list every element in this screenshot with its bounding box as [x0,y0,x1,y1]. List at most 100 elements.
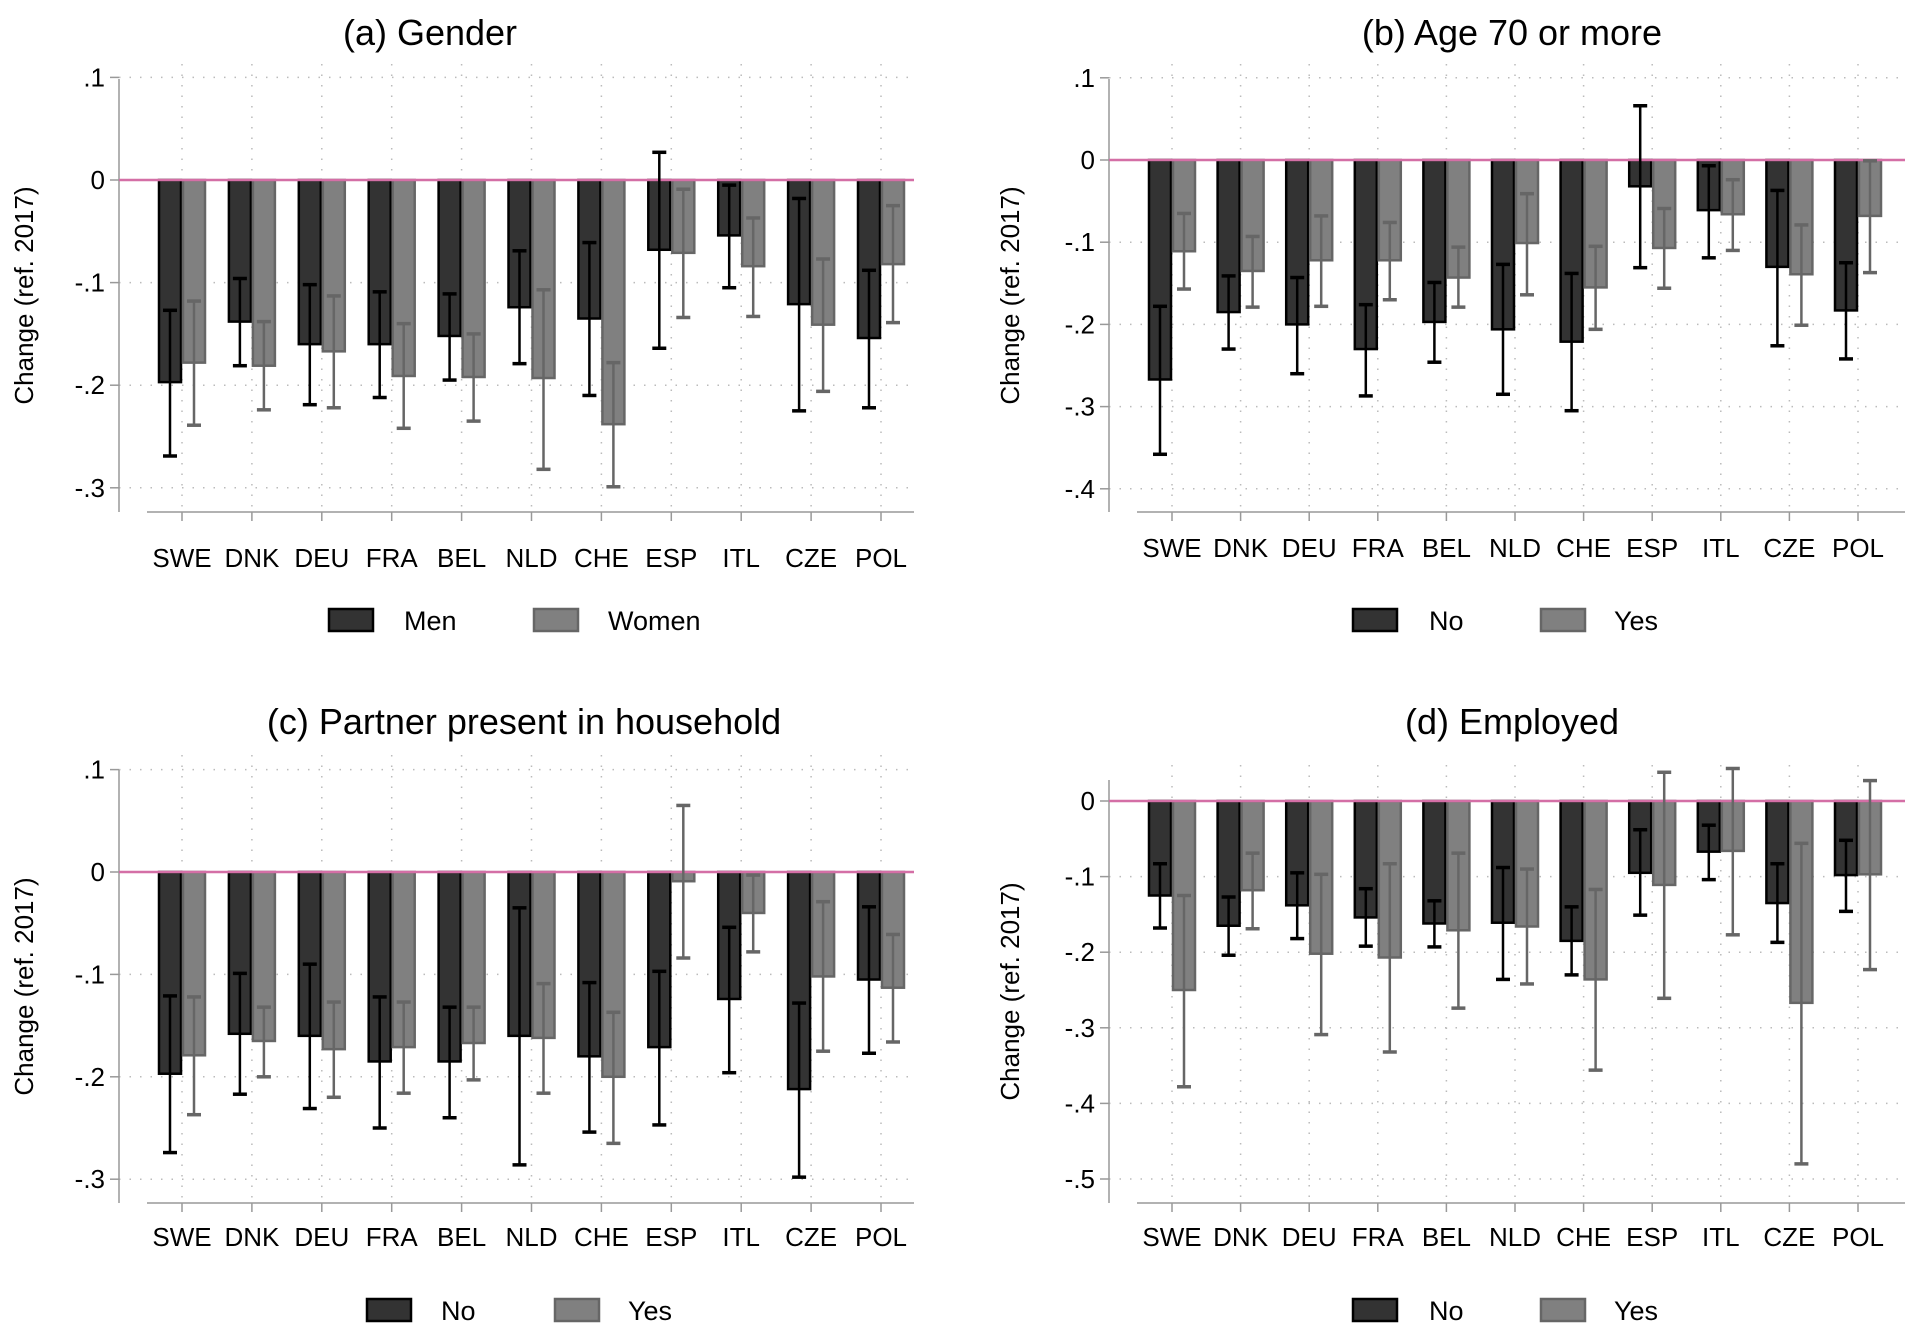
x-tick-label: POL [855,1222,907,1252]
y-tick-label: 0 [91,857,105,887]
legend-swatch [1539,607,1587,633]
x-tick-label: ITL [722,543,760,573]
x-tick-label: BEL [1422,1222,1471,1252]
x-tick-label: CZE [1763,533,1815,563]
x-tick-label: FRA [366,1222,419,1252]
x-tick-label: DNK [224,1222,280,1252]
panel-title: (d) Employed [1405,701,1619,742]
y-tick-label: -.1 [75,959,105,989]
x-tick-label: ESP [645,543,697,573]
y-tick-label: .1 [83,62,105,92]
x-tick-label: BEL [437,1222,486,1252]
panel-title: (b) Age 70 or more [1362,12,1662,53]
y-tick-label: -.3 [75,1164,105,1194]
y-tick-label: -.5 [1065,1164,1095,1194]
legend-swatch [553,1297,601,1323]
x-tick-label: DNK [224,543,280,573]
legend-swatch [1539,1297,1587,1323]
x-tick-label: CZE [785,543,837,573]
legend-swatch [1351,607,1399,633]
y-tick-label: -.1 [1065,227,1095,257]
x-tick-label: POL [855,543,907,573]
legend: Men Women [327,606,701,636]
x-tick-label: DEU [294,1222,349,1252]
y-tick-label: -.2 [75,1062,105,1092]
y-tick-label: -.3 [1065,392,1095,422]
x-tick-label: DNK [1213,1222,1269,1252]
x-tick-label: NLD [505,1222,557,1252]
x-tick-label: CHE [1556,533,1611,563]
legend-swatch [1351,1297,1399,1323]
x-tick-label: ESP [1626,1222,1678,1252]
legend-label: Women [608,606,701,636]
x-tick-label: FRA [366,543,419,573]
y-tick-label: -.1 [75,268,105,298]
x-tick-label: DEU [1282,533,1337,563]
y-tick-label: 0 [1081,145,1095,175]
legend: No Yes [1351,1296,1658,1326]
x-tick-label: CHE [574,1222,629,1252]
legend-label: No [1429,606,1464,636]
y-axis-label: Change (ref. 2017) [995,882,1025,1100]
y-tick-label: 0 [91,165,105,195]
x-tick-label: NLD [1489,533,1541,563]
panel-partner: (c) Partner present in household Change (… [9,701,914,1326]
y-tick-label: .1 [83,755,105,785]
x-tick-label: DEU [1282,1222,1337,1252]
x-tick-label: DNK [1213,533,1269,563]
y-tick-label: -.2 [1065,309,1095,339]
x-tick-label: BEL [1422,533,1471,563]
x-tick-label: BEL [437,543,486,573]
x-tick-label: ITL [1702,533,1740,563]
x-tick-label: SWE [152,1222,211,1252]
legend-label: Yes [628,1296,672,1326]
x-tick-label: ITL [1702,1222,1740,1252]
x-tick-label: CZE [785,1222,837,1252]
x-tick-label: ESP [645,1222,697,1252]
y-tick-label: -.4 [1065,1088,1095,1118]
y-axis-label: Change (ref. 2017) [9,877,39,1095]
x-tick-label: DEU [294,543,349,573]
legend-label: No [441,1296,476,1326]
x-tick-label: CZE [1763,1222,1815,1252]
x-tick-label: SWE [1142,1222,1201,1252]
x-tick-label: CHE [574,543,629,573]
y-tick-label: -.1 [1065,862,1095,892]
legend-label: No [1429,1296,1464,1326]
legend-label: Yes [1614,1296,1658,1326]
x-tick-label: POL [1832,533,1884,563]
panel-gender: (a) Gender Change (ref. 2017) .1 0 -.1 -.2 -.3… [9,12,914,636]
panel-title: (c) Partner present in household [267,701,781,742]
x-tick-label: ESP [1626,533,1678,563]
legend-label: Men [404,606,457,636]
y-axis-label: Change (ref. 2017) [9,186,39,404]
y-tick-label: -.4 [1065,474,1095,504]
legend: No Yes [1351,606,1658,636]
x-tick-label: NLD [505,543,557,573]
legend-swatch [532,607,580,633]
x-tick-label: FRA [1352,533,1405,563]
legend-swatch [365,1297,413,1323]
x-tick-label: CHE [1556,1222,1611,1252]
legend: No Yes [365,1296,672,1326]
y-tick-label: -.2 [1065,937,1095,967]
x-tick-label: SWE [152,543,211,573]
y-tick-label: .1 [1073,63,1095,93]
y-tick-label: -.2 [75,370,105,400]
panel-employed: (d) Employed Change (ref. 2017) 0 -.1 -.2 -.3… [995,701,1905,1326]
legend-label: Yes [1614,606,1658,636]
y-axis-label: Change (ref. 2017) [995,186,1025,404]
x-tick-label: FRA [1352,1222,1405,1252]
x-tick-label: POL [1832,1222,1884,1252]
panel-age-70: (b) Age 70 or more Change (ref. 2017) .1 0 -… [995,12,1905,636]
x-tick-label: SWE [1142,533,1201,563]
x-tick-label: NLD [1489,1222,1541,1252]
x-tick-label: ITL [722,1222,760,1252]
y-tick-label: -.3 [75,473,105,503]
y-tick-label: 0 [1081,786,1095,816]
panel-title: (a) Gender [343,12,517,53]
y-tick-label: -.3 [1065,1013,1095,1043]
legend-swatch [327,607,375,633]
